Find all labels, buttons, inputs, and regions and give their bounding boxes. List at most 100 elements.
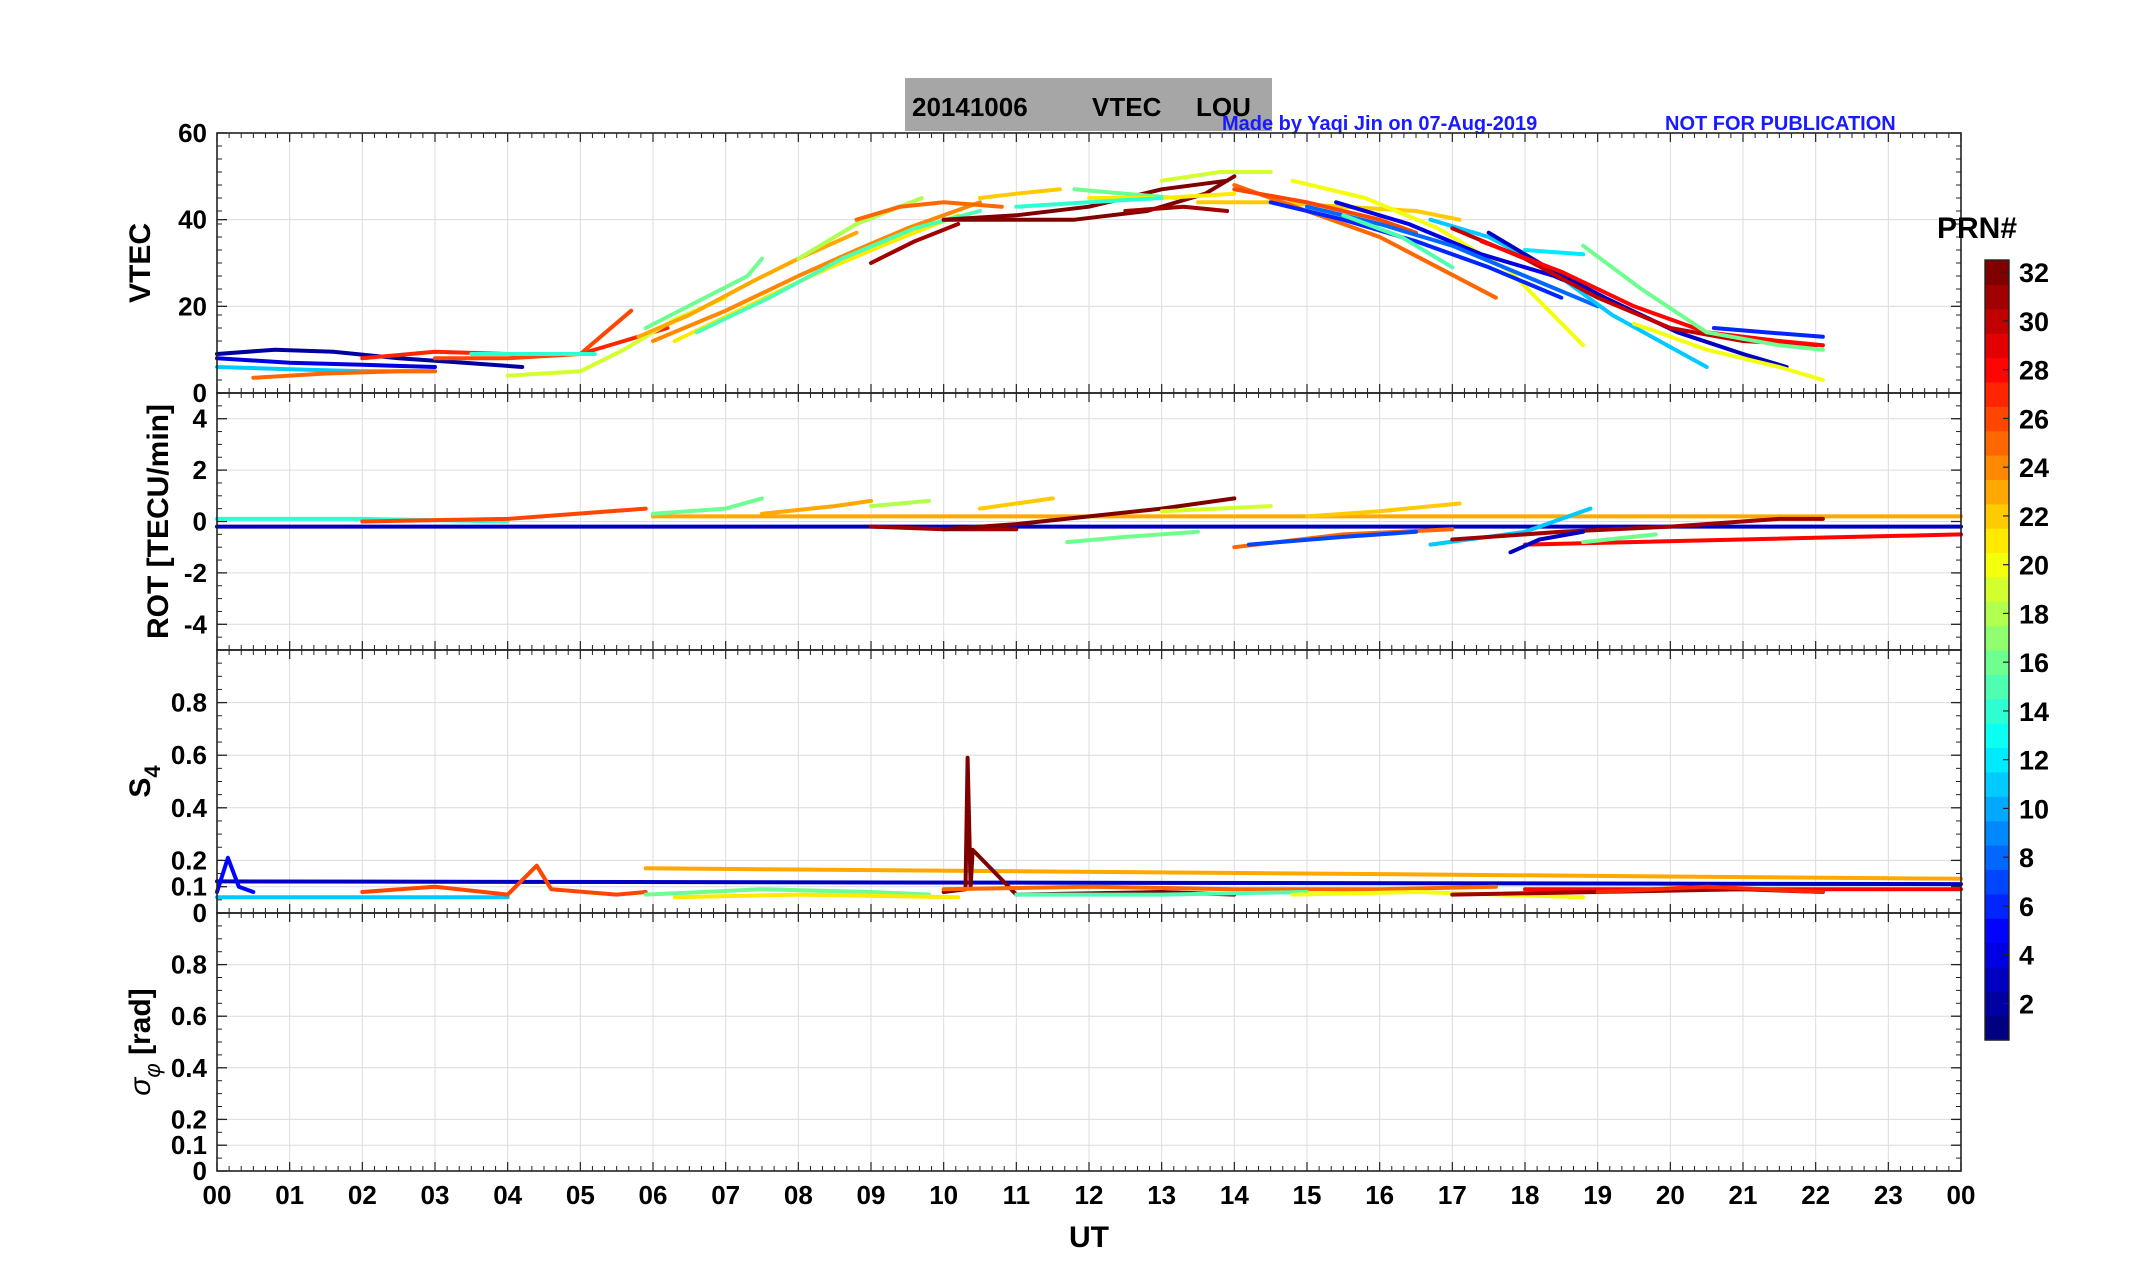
s4-panel: 00.10.2 0.4 0.6 0.8 S4: [124, 649, 1963, 928]
vtec-series-prn26: [433, 308, 634, 361]
colorbar-tick-label: 16: [2019, 648, 2049, 678]
vtec-series-prn20: [1290, 178, 1586, 348]
rot-series-prn26: [360, 506, 648, 524]
colorbar-tick-label: 26: [2019, 404, 2049, 434]
colorbar-label: PRN#: [1937, 212, 2017, 245]
s4-series-prn15: [1014, 890, 1309, 897]
sigma-phi-ytick-label: 0.2: [171, 1104, 207, 1134]
s4-ytick-label: 0: [193, 898, 207, 928]
s4-series-prn32: [941, 755, 1237, 897]
colorbar-segment: [1985, 625, 2009, 651]
colorbar-tick-label: 32: [2019, 258, 2049, 288]
colorbar-segment: [1985, 430, 2009, 456]
vtec-series-prn15: [694, 209, 982, 335]
vtec-series-prn15: [1341, 213, 1455, 270]
vtec-series-prn25: [854, 200, 1004, 222]
colorbar-segment: [1985, 528, 2009, 554]
colorbar-segment: [1985, 771, 2009, 797]
rot-series-prn7: [1246, 529, 1418, 547]
colorbar-segment: [1985, 820, 2009, 846]
colorbar-tick-label: 12: [2019, 746, 2049, 776]
vtec-series-prn31: [869, 222, 961, 265]
vtec-series-prn24: [651, 200, 982, 343]
rot-series-prn18: [869, 498, 932, 509]
vtec-panel: 0 20 40 60 VTEC: [124, 118, 1962, 408]
rot-ylabel: ROT [TECU/min]: [142, 404, 175, 639]
vtec-series-prn19: [505, 295, 728, 378]
vtec-grid: [216, 132, 1962, 394]
colorbar-segment: [1985, 479, 2009, 505]
s4-series-prn21: [672, 892, 961, 900]
s4-series-prn16: [643, 887, 932, 897]
s4-series-prn3: [215, 879, 1963, 887]
vtec-series-prn22: [1196, 200, 1462, 222]
vtec-series-prn4: [215, 356, 437, 369]
vtec-series-prn19: [1159, 170, 1273, 183]
x-tick-label: 00: [1947, 1180, 1976, 1210]
x-tick-label: 01: [275, 1180, 304, 1210]
colorbar-tick-label: 8: [2019, 843, 2034, 873]
rot-ytick-label: -2: [184, 558, 207, 588]
colorbar-tick-label: 6: [2019, 892, 2034, 922]
vtec-y-ticks: 0 20 40 60: [178, 118, 207, 408]
vtec-series-prn32: [941, 178, 1230, 222]
colorbar-segment: [1985, 966, 2009, 992]
x-tick-label: 18: [1511, 1180, 1540, 1210]
x-tick-label: 17: [1438, 1180, 1467, 1210]
x-tick-label: 06: [639, 1180, 668, 1210]
s4-series-prn26: [360, 863, 648, 897]
colorbar-tick-label: 20: [2019, 551, 2049, 581]
vtec-series-prn26: [1232, 187, 1418, 235]
x-tick-label: 08: [784, 1180, 813, 1210]
s4-grid: [216, 649, 1962, 914]
x-tick-label: 13: [1147, 1180, 1176, 1210]
sigma-phi-ytick-label: 0.4: [171, 1053, 208, 1083]
title-date: 20141006: [912, 92, 1028, 122]
colorbar-segment: [1985, 723, 2009, 749]
colorbar-tick-label: 2: [2019, 989, 2034, 1019]
vtec-ytick-label: 60: [178, 118, 207, 148]
s4-ytick-label: 0.4: [171, 793, 208, 823]
rot-series-prn22: [978, 496, 1055, 511]
rot-series: [215, 496, 1963, 555]
x-tick-label: 11: [1003, 1180, 1031, 1210]
x-tick-label: 07: [711, 1180, 740, 1210]
colorbar-tick-label: 30: [2019, 307, 2049, 337]
colorbar-tick-label: 28: [2019, 356, 2049, 386]
vtec-series-prn31: [1123, 204, 1230, 213]
colorbar-tick-label: 24: [2019, 453, 2049, 483]
sigma-phi-ytick-label: 0: [193, 1156, 207, 1186]
vtec-series-prn14: [1014, 196, 1164, 209]
x-tick-label: 10: [929, 1180, 958, 1210]
x-tick-label: 03: [421, 1180, 450, 1210]
x-tick-label: 12: [1075, 1180, 1104, 1210]
x-tick-label: 16: [1365, 1180, 1394, 1210]
rot-ytick-label: 4: [193, 404, 208, 434]
rot-ytick-label: 0: [193, 507, 207, 537]
vtec-series-prn32: [941, 174, 1237, 222]
vtec-ytick-label: 20: [178, 291, 207, 321]
vtec-ytick-label: 40: [178, 205, 207, 235]
title-station: LOU: [1196, 92, 1251, 122]
x-tick-label: 15: [1293, 1180, 1322, 1210]
colorbar-frame: [1984, 259, 2010, 1041]
colorbar-segment: [1985, 576, 2009, 602]
colorbar-tick-label: 18: [2019, 599, 2049, 629]
colorbar-segment: [1985, 869, 2009, 895]
x-tick-label: 05: [566, 1180, 595, 1210]
rot-series-prn16: [1581, 532, 1658, 545]
title-box: [905, 78, 1272, 131]
rot-series-prn22: [1305, 501, 1462, 519]
warning-note: NOT FOR PUBLICATION: [1665, 113, 1896, 135]
vtec-series-prn2: [215, 347, 525, 369]
sigma-phi-ytick-label: 0.8: [171, 950, 207, 980]
s4-ytick-label: 0.2: [171, 845, 207, 875]
vtec-series-prn23: [636, 230, 859, 339]
sigma-phi-ytick-label: 0.6: [171, 1001, 207, 1031]
s4-series-prn27: [1595, 884, 1825, 894]
vtec-series-prn3: [1486, 230, 1789, 369]
x-tick-label: 19: [1583, 1180, 1612, 1210]
x-tick-label: 21: [1729, 1180, 1758, 1210]
colorbar-segment: [1985, 918, 2009, 944]
rot-series-prn16: [1065, 529, 1200, 545]
